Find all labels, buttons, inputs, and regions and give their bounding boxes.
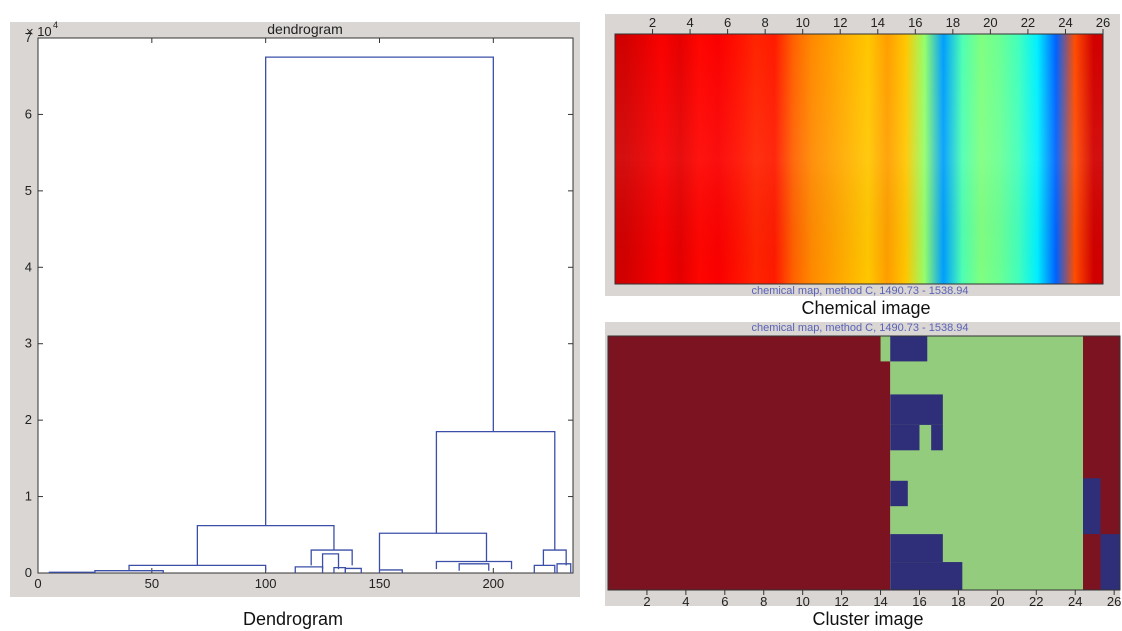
cluster-region [890, 480, 908, 507]
dendrogram-link [344, 567, 362, 573]
chemical-map-caption: chemical map, method C, 1490.73 - 1538.9… [751, 285, 968, 297]
x-tick-label: 24 [1068, 594, 1082, 609]
cluster-region [890, 534, 943, 563]
cluster-map-border [607, 335, 1121, 591]
cluster-image-caption: Cluster image [812, 609, 923, 629]
chemical-axis-ticks: 2 4 6 8 10 12 14 16 18 20 22 24 26 [649, 15, 1110, 34]
dendrogram-link [533, 564, 556, 573]
x-tick-label: 50 [145, 576, 159, 591]
cluster-map-image [608, 336, 1120, 590]
x-tick-label: 8 [762, 15, 769, 30]
x-tick-label: 10 [795, 15, 809, 30]
y-exponent-power: 4 [53, 20, 58, 30]
x-tick-label: 14 [871, 15, 885, 30]
cluster-region [890, 424, 920, 451]
cluster-axis-ticks: 2 4 6 8 10 12 14 16 18 20 22 24 26 [643, 590, 1121, 609]
x-tick-label: 26 [1096, 15, 1110, 30]
y-tick-label: 1 [25, 489, 32, 504]
x-tick-label: 26 [1107, 594, 1121, 609]
x-tick-label: 200 [482, 576, 504, 591]
x-tick-label: 16 [912, 594, 926, 609]
cluster-region [608, 336, 891, 590]
y-tick-label: 7 [25, 30, 32, 45]
chemical-map-shading [615, 34, 1103, 284]
chemical-image-panel: 2 4 6 8 10 12 14 16 18 20 22 24 26 chemical map, met… [605, 14, 1120, 318]
y-tick-label: 3 [25, 336, 32, 351]
x-tick-label: 22 [1029, 594, 1043, 609]
dendrogram-link [196, 524, 335, 566]
y-tick-label: 5 [25, 183, 32, 198]
x-tick-label: 18 [946, 15, 960, 30]
x-tick-label: 18 [951, 594, 965, 609]
dendrogram-link [310, 549, 353, 566]
x-tick-label: 0 [34, 576, 41, 591]
dendrogram-link [265, 56, 494, 526]
dendrogram-link [378, 569, 403, 573]
dendrogram-title: dendrogram [267, 21, 343, 37]
x-tick-label: 12 [834, 594, 848, 609]
dendrogram-link [378, 532, 488, 570]
x-tick-label: 100 [255, 576, 277, 591]
x-tick-label: 20 [990, 594, 1004, 609]
dendrogram-link [542, 549, 567, 566]
dendrogram-link [435, 430, 556, 551]
x-tick-label: 6 [724, 15, 731, 30]
x-tick-label: 24 [1058, 15, 1072, 30]
dendrogram-link [556, 563, 572, 573]
dendrogram-caption: Dendrogram [243, 609, 343, 629]
y-tick-label: 0 [25, 565, 32, 580]
x-tick-label: 4 [682, 594, 689, 609]
cluster-map-caption: chemical map, method C, 1490.73 - 1538.9… [751, 322, 968, 334]
x-tick-label: 20 [983, 15, 997, 30]
x-tick-label: 2 [649, 15, 656, 30]
cluster-region [880, 336, 891, 362]
cluster-region [1083, 478, 1101, 535]
y-exponent-label: × 10 [26, 24, 52, 39]
dendrogram-link [48, 571, 96, 573]
dendrogram-axis-ticks: 0 50 100 150 200 0 1 2 3 4 5 6 7 [25, 30, 573, 591]
dendrogram-links [48, 56, 572, 573]
y-tick-label: 6 [25, 106, 32, 121]
x-tick-label: 10 [795, 594, 809, 609]
dendrogram-link [294, 566, 324, 573]
dendrogram-panel: dendrogram × 10 4 0 50 100 150 200 0 1 2 3 4 5 6 7 D… [10, 20, 580, 629]
x-tick-label: 6 [721, 594, 728, 609]
y-tick-label: 2 [25, 412, 32, 427]
dendrogram-link [435, 560, 513, 570]
dendrogram-link [128, 564, 267, 571]
cluster-region [890, 394, 943, 425]
x-tick-label: 22 [1021, 15, 1035, 30]
dendrogram-link [321, 553, 340, 570]
y-tick-label: 4 [25, 259, 32, 274]
x-tick-label: 16 [908, 15, 922, 30]
cluster-region [890, 562, 963, 590]
chemical-image-caption: Chemical image [801, 298, 930, 318]
x-tick-label: 150 [369, 576, 391, 591]
dendrogram-link [458, 563, 490, 571]
dendrogram-plot-area [37, 37, 574, 574]
cluster-region [931, 424, 943, 451]
x-tick-label: 14 [873, 594, 887, 609]
x-tick-label: 2 [643, 594, 650, 609]
x-tick-label: 12 [833, 15, 847, 30]
x-tick-label: 8 [760, 594, 767, 609]
cluster-region [1100, 534, 1120, 590]
cluster-image-panel: chemical map, method C, 1490.73 - 1538.9… [605, 322, 1121, 629]
cluster-region [890, 336, 928, 362]
x-tick-label: 4 [686, 15, 693, 30]
